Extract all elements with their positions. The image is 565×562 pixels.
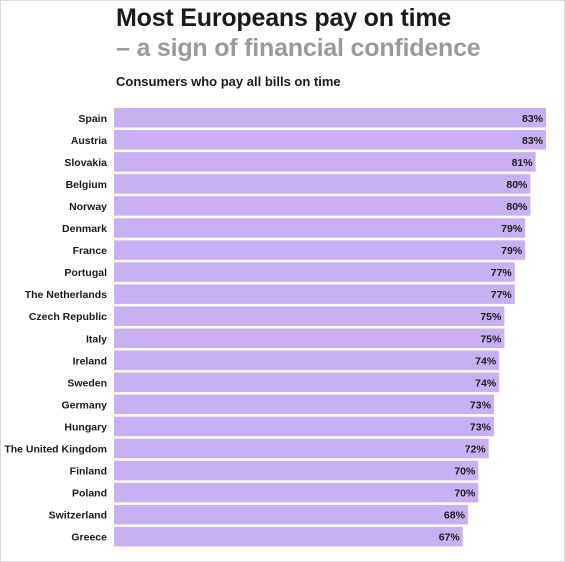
category-label: Poland xyxy=(72,488,107,500)
category-label: Ireland xyxy=(73,355,107,367)
bar-italy xyxy=(114,328,505,348)
value-label: 75% xyxy=(480,333,502,345)
bar-hungary xyxy=(114,416,494,437)
value-label: 74% xyxy=(475,377,497,389)
bar-sweden xyxy=(114,372,500,393)
bar-finland xyxy=(114,460,479,481)
category-label: Greece xyxy=(71,532,107,544)
category-label: Norway xyxy=(69,201,107,213)
chart-subtitle: – a sign of financial confidence xyxy=(116,34,481,62)
bar-poland xyxy=(114,482,479,503)
category-label: Austria xyxy=(71,135,107,147)
bar-ireland xyxy=(114,350,500,371)
category-label: The United Kingdom xyxy=(4,444,107,456)
chart-title: Most Europeans pay on time xyxy=(116,4,452,32)
value-label: 80% xyxy=(506,179,528,191)
bar-belgium xyxy=(114,174,531,194)
category-label: Portugal xyxy=(64,267,107,279)
bar-spain xyxy=(114,108,546,128)
value-label: 68% xyxy=(444,510,466,522)
category-label: Finland xyxy=(70,466,107,478)
bar-austria xyxy=(114,130,546,150)
category-label: Germany xyxy=(61,399,107,411)
category-label: Sweden xyxy=(67,377,107,389)
value-label: 79% xyxy=(501,245,523,257)
value-label: 67% xyxy=(439,532,461,544)
category-label: Belgium xyxy=(66,179,107,191)
bar-switzerland xyxy=(114,504,468,525)
value-label: 81% xyxy=(512,157,534,169)
bar-france xyxy=(114,240,526,260)
value-label: 79% xyxy=(501,223,523,235)
bar-portugal xyxy=(114,262,515,282)
bar-germany xyxy=(114,394,494,415)
category-label: The Netherlands xyxy=(25,289,107,301)
value-label: 80% xyxy=(506,201,528,213)
bar-denmark xyxy=(114,218,526,238)
value-label: 72% xyxy=(465,444,487,456)
value-label: 83% xyxy=(522,135,544,147)
category-label: Czech Republic xyxy=(29,311,107,323)
value-label: 73% xyxy=(470,421,492,433)
category-label: Italy xyxy=(86,333,107,345)
value-label: 70% xyxy=(454,466,476,478)
bar-slovakia xyxy=(114,152,536,172)
value-label: 77% xyxy=(491,267,513,279)
bar-the-united-kingdom xyxy=(114,438,489,459)
category-label: Switzerland xyxy=(49,510,107,522)
bar-czech-republic xyxy=(114,306,505,326)
chart-caption: Consumers who pay all bills on time xyxy=(116,74,341,89)
bar-norway xyxy=(114,196,531,216)
value-label: 70% xyxy=(454,488,476,500)
value-label: 77% xyxy=(491,289,513,301)
value-label: 75% xyxy=(480,311,502,323)
bar-the-netherlands xyxy=(114,284,515,304)
category-label: Spain xyxy=(78,113,107,125)
category-label: Slovakia xyxy=(64,157,107,169)
value-label: 83% xyxy=(522,113,544,125)
category-label: France xyxy=(73,245,108,257)
bar-greece xyxy=(114,526,463,547)
value-label: 73% xyxy=(470,399,492,411)
value-label: 74% xyxy=(475,355,497,367)
category-label: Hungary xyxy=(64,421,107,433)
category-label: Denmark xyxy=(62,223,107,235)
